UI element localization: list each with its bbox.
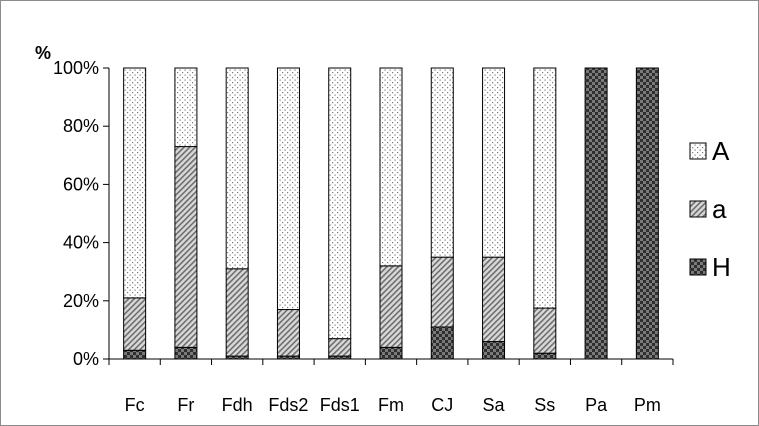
bar-segment-a-Ss [533,307,557,354]
legend-label-H: H [712,252,731,282]
bar-segment-A-Fdh [225,67,249,270]
bar-segment-H-Fc [123,349,147,360]
bar-segment-a-Fm [379,265,403,348]
bar-segment-a-Fr [174,146,198,348]
legend-swatch-H [689,258,707,276]
bar-segment-H-Ss [533,352,557,360]
bar-segment-A-Fds2 [276,67,300,311]
legend-swatch-a [689,200,707,218]
bar-segment-a-Fdh [225,268,249,357]
bar-segment-H-Sa [482,341,506,360]
x-tick-label: Fds1 [320,395,360,415]
y-unit-label: % [35,43,51,63]
x-tick-label: Fc [125,395,145,415]
plot-area: Fc Fr Fdh Fds2 Fds1 Fm CJ Sa Ss Pa Pm 0% 20% 40% 60% 80… [53,58,674,415]
y-tick-label: 60% [63,174,99,194]
bar-segment-H-CJ [430,326,454,360]
bar-segment-A-Fm [379,67,403,267]
bar-segment-a-CJ [430,256,454,328]
x-tick-label: Fm [378,395,404,415]
bar-segment-A-Sa [482,67,506,258]
y-tick-label: 0% [73,349,99,369]
legend-swatch-A [689,142,707,160]
bar-segment-a-Fds1 [328,338,352,357]
x-tick-label: Pa [585,395,608,415]
bar-segment-A-Ss [533,67,557,309]
bar-segment-H-Pm [635,67,659,360]
x-tick-label: Ss [534,395,555,415]
bar-segment-a-Fds2 [276,309,300,357]
legend-label-a: a [712,194,727,224]
bar-segment-H-Pa [584,67,608,360]
legend-label-A: A [712,136,730,166]
x-tick-label: Pm [634,395,661,415]
bar-segment-A-Fc [123,67,147,299]
y-tick-label: 80% [63,116,99,136]
y-tick-label: 100% [53,58,99,78]
legend: AaH [689,136,731,282]
bar-segment-A-Fr [174,67,198,148]
bar-segment-a-Fc [123,297,147,351]
x-tick-label: Fds2 [268,395,308,415]
x-tick-label: Fr [177,395,194,415]
bar-segment-A-Fds1 [328,67,352,340]
x-tick-label: CJ [431,395,453,415]
bar-segment-A-CJ [430,67,454,258]
y-tick-label: 40% [63,233,99,253]
y-tick-label: 20% [63,291,99,311]
bar-segment-a-Sa [482,256,506,343]
x-tick-label: Sa [483,395,506,415]
bar-segment-H-Fr [174,346,198,360]
bar-segment-H-Fm [379,346,403,360]
x-tick-label: Fdh [222,395,253,415]
